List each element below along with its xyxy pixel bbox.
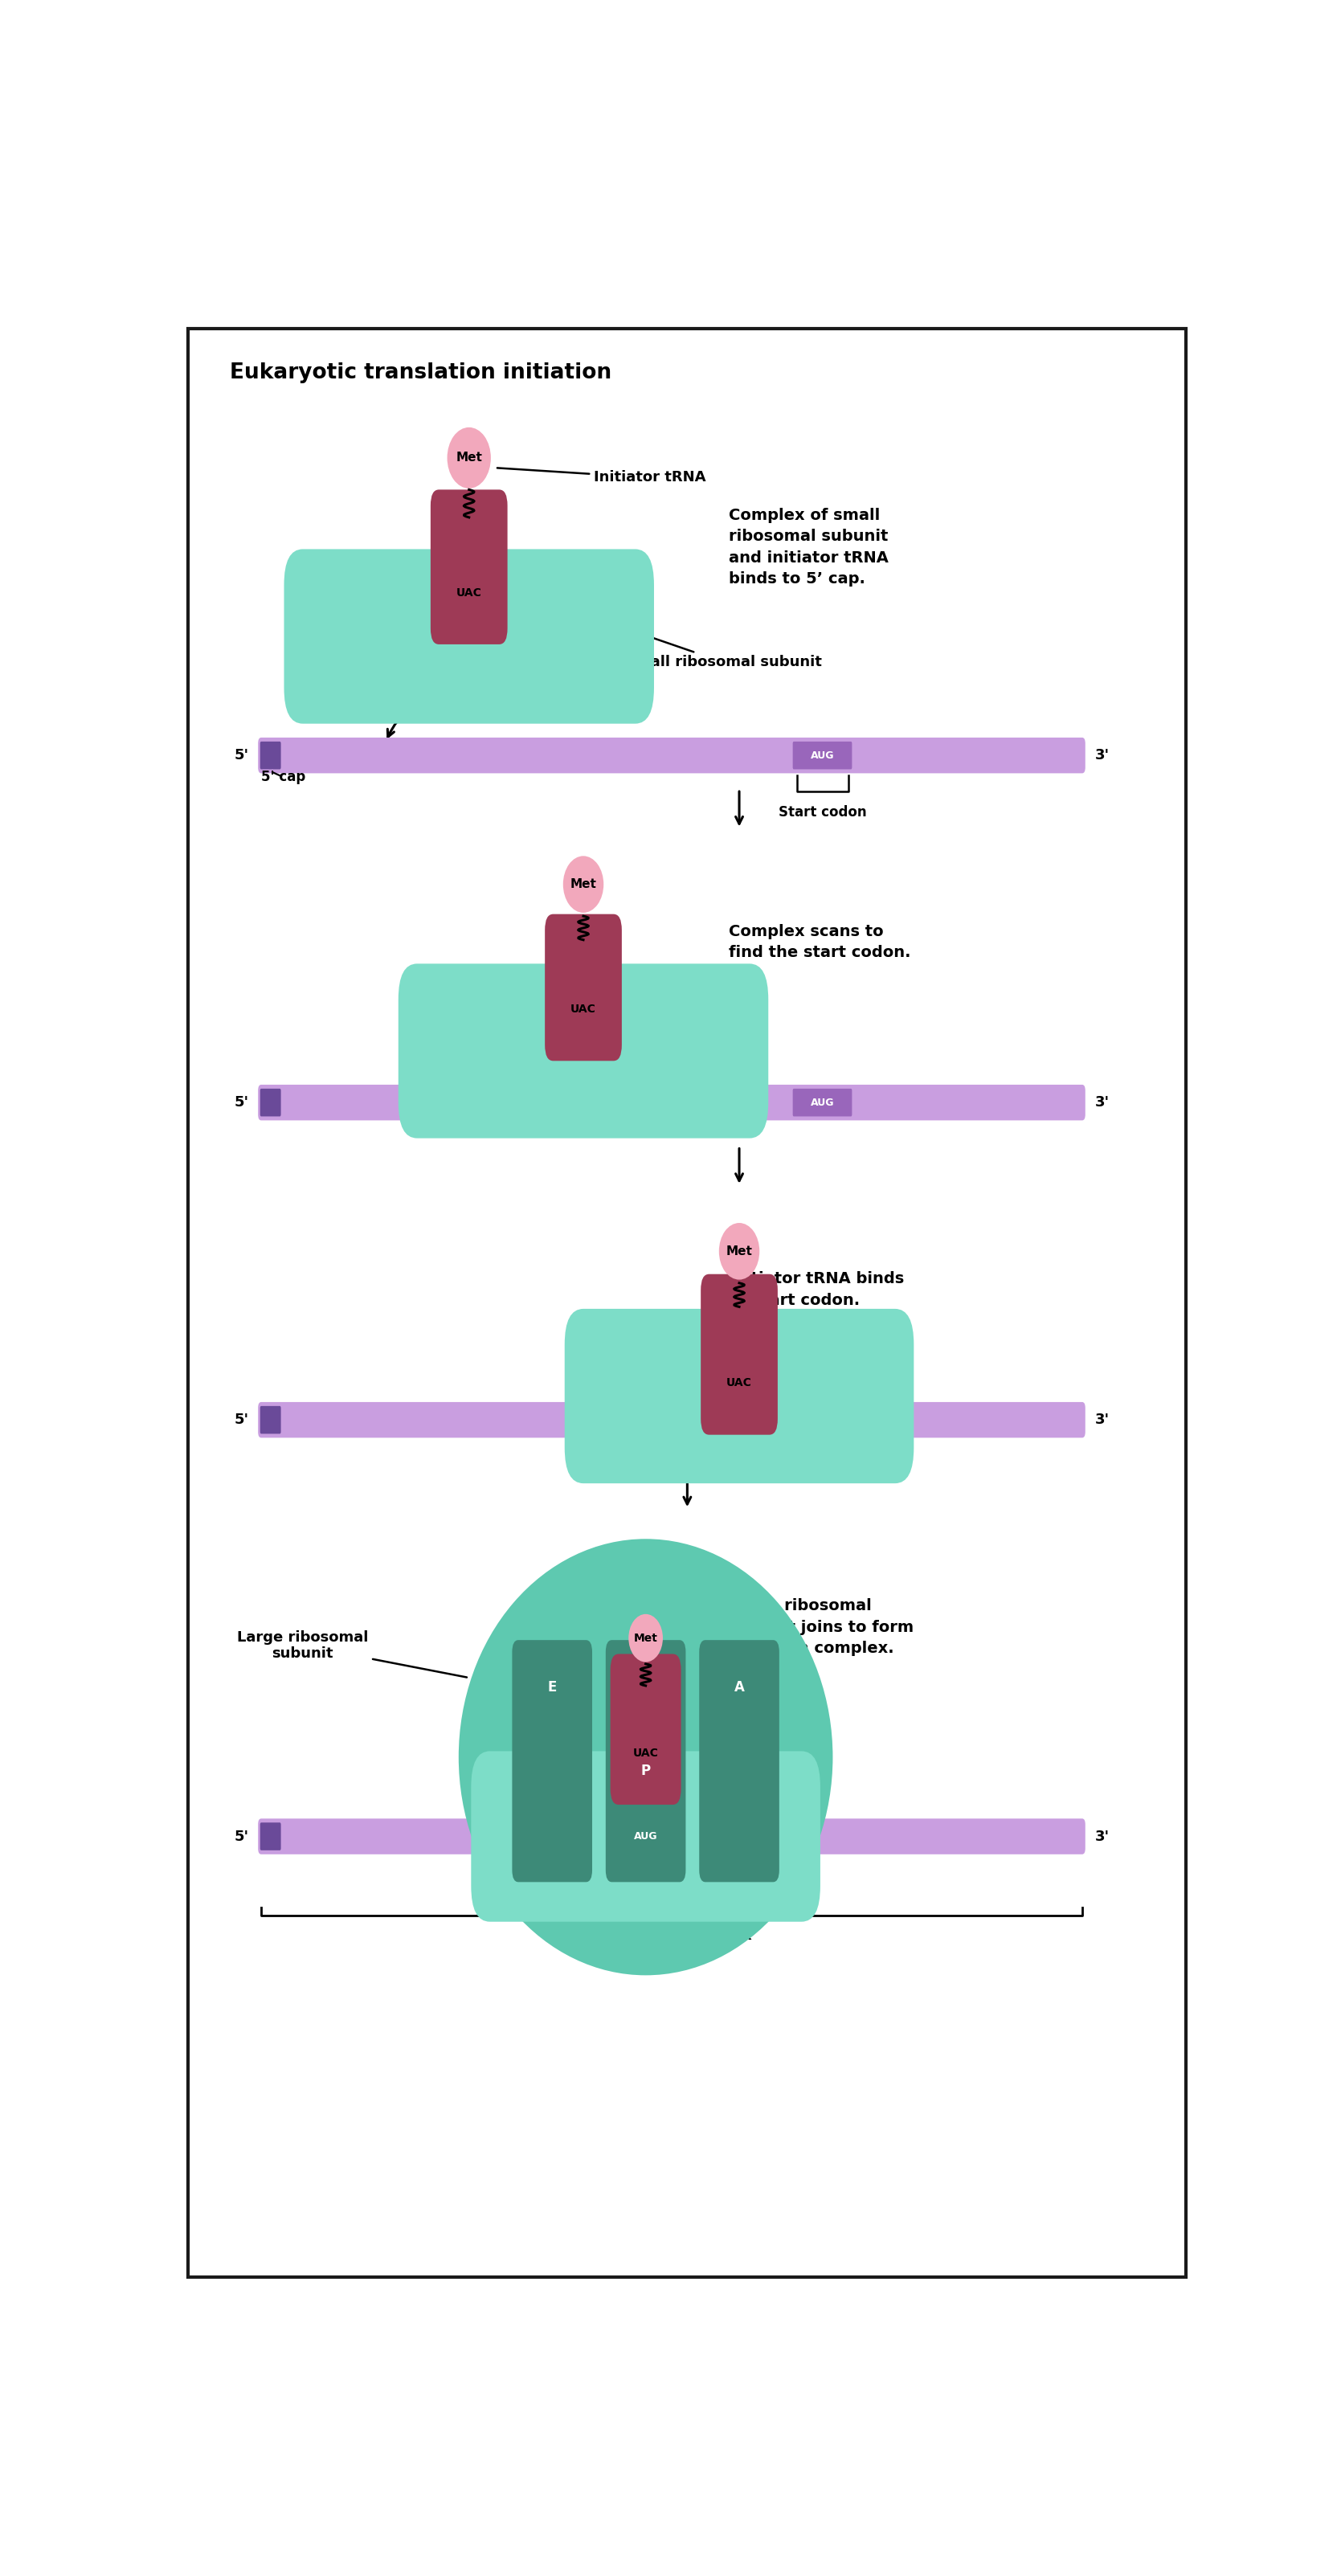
FancyBboxPatch shape: [260, 1406, 280, 1435]
Text: Start codon: Start codon: [778, 804, 866, 819]
Text: Initiator tRNA: Initiator tRNA: [498, 469, 705, 484]
FancyBboxPatch shape: [257, 1819, 1085, 1855]
Text: UAC: UAC: [570, 1005, 597, 1015]
FancyBboxPatch shape: [701, 1275, 778, 1435]
FancyBboxPatch shape: [544, 914, 622, 1061]
Text: Complex of small
ribosomal subunit
and initiator tRNA
binds to 5’ cap.: Complex of small ribosomal subunit and i…: [730, 507, 889, 587]
Text: Eukaryotic translation initiation: Eukaryotic translation initiation: [231, 363, 611, 384]
Text: AUG: AUG: [810, 750, 834, 760]
Text: E: E: [547, 1680, 557, 1695]
Text: 3': 3': [1094, 1829, 1109, 1844]
FancyBboxPatch shape: [284, 549, 654, 724]
Ellipse shape: [629, 1615, 662, 1662]
Text: 3': 3': [1094, 747, 1109, 762]
FancyBboxPatch shape: [709, 1406, 768, 1435]
Text: Met: Met: [725, 1244, 752, 1257]
Text: 5': 5': [235, 1412, 248, 1427]
FancyBboxPatch shape: [699, 1641, 779, 1883]
Text: Met: Met: [570, 878, 597, 891]
Ellipse shape: [447, 428, 491, 489]
FancyBboxPatch shape: [257, 737, 1085, 773]
Text: AUG: AUG: [634, 1832, 657, 1842]
FancyBboxPatch shape: [430, 489, 507, 644]
Text: P: P: [641, 1765, 650, 1777]
Text: 5': 5': [235, 747, 248, 762]
Text: Met: Met: [634, 1633, 657, 1643]
FancyBboxPatch shape: [512, 1641, 593, 1883]
Text: UAC: UAC: [727, 1378, 752, 1388]
FancyBboxPatch shape: [398, 963, 768, 1139]
FancyBboxPatch shape: [616, 1824, 676, 1850]
FancyBboxPatch shape: [606, 1641, 685, 1883]
FancyBboxPatch shape: [565, 1309, 913, 1484]
Text: 3': 3': [1094, 1412, 1109, 1427]
Text: 5' cap: 5' cap: [261, 770, 306, 786]
Text: UAC: UAC: [633, 1747, 658, 1759]
Text: A: A: [734, 1680, 744, 1695]
FancyBboxPatch shape: [257, 1401, 1085, 1437]
FancyBboxPatch shape: [257, 1084, 1085, 1121]
Text: AUG: AUG: [727, 1414, 751, 1425]
Text: Initiator tRNA binds
to start codon.: Initiator tRNA binds to start codon.: [730, 1270, 904, 1309]
FancyBboxPatch shape: [610, 1654, 681, 1806]
Ellipse shape: [719, 1224, 759, 1280]
Text: Met: Met: [456, 451, 483, 464]
Text: AUG: AUG: [810, 1097, 834, 1108]
Text: Initiation complex: Initiation complex: [591, 1927, 751, 1942]
FancyBboxPatch shape: [260, 742, 280, 770]
Text: 5': 5': [235, 1829, 248, 1844]
Text: Large ribosomal
subunit: Large ribosomal subunit: [237, 1631, 467, 1677]
Text: 5': 5': [235, 1095, 248, 1110]
Text: Complex scans to
find the start codon.: Complex scans to find the start codon.: [730, 925, 911, 961]
FancyBboxPatch shape: [260, 1824, 280, 1850]
Ellipse shape: [459, 1538, 833, 1976]
FancyBboxPatch shape: [471, 1752, 821, 1922]
Text: Large ribosomal
subunit joins to form
initiation complex.: Large ribosomal subunit joins to form in…: [730, 1597, 913, 1656]
Text: ∙((: ∙((: [506, 971, 526, 984]
FancyBboxPatch shape: [793, 1090, 852, 1115]
Text: 3': 3': [1094, 1095, 1109, 1110]
FancyBboxPatch shape: [260, 1090, 280, 1115]
Text: Small ribosomal subunit: Small ribosomal subunit: [622, 626, 822, 670]
FancyBboxPatch shape: [793, 742, 852, 770]
Text: UAC: UAC: [456, 587, 481, 598]
Ellipse shape: [563, 855, 603, 912]
